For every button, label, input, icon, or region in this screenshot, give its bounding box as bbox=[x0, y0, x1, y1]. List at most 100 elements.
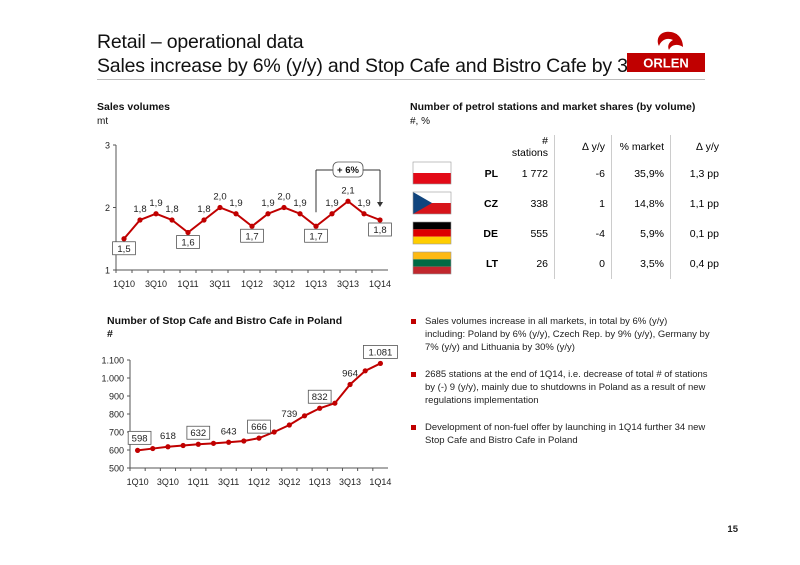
lithuania-flag-icon bbox=[412, 251, 452, 274]
sales-chart-unit: mt bbox=[97, 116, 109, 127]
data-label-box bbox=[307, 389, 332, 404]
x-tick-label: 3Q13 bbox=[337, 279, 359, 289]
market-share-cell: 35,9% bbox=[611, 159, 671, 189]
market-delta-cell: 1,3 pp bbox=[689, 168, 719, 180]
table-row: DE 555 -4 5,9% 0,1 pp bbox=[412, 219, 723, 249]
header-stations: # stations bbox=[504, 135, 555, 159]
data-label: 666 bbox=[251, 422, 267, 433]
stations-delta-cell: 0 bbox=[554, 249, 612, 279]
data-label: 618 bbox=[160, 431, 176, 442]
data-label-box bbox=[176, 235, 200, 249]
y-tick-label: 500 bbox=[109, 464, 124, 474]
stations-table-title: Number of petrol stations and market sha… bbox=[410, 101, 696, 113]
data-point bbox=[332, 400, 338, 406]
title-divider bbox=[97, 79, 705, 80]
header-market: % market bbox=[611, 135, 671, 159]
x-tick-label: 3Q11 bbox=[218, 477, 239, 487]
y-tick-label: 900 bbox=[109, 392, 124, 402]
data-label: 1,5 bbox=[117, 244, 130, 255]
market-share-table: # stations ∆ y/y % market ∆ y/y PL 1 772-… bbox=[412, 135, 723, 279]
data-label: 964 bbox=[342, 368, 358, 379]
bullet-item: 2685 stations at the end of 1Q14, i.e. d… bbox=[410, 368, 710, 407]
data-label: 1,9 bbox=[149, 198, 162, 209]
x-tick-label: 1Q12 bbox=[248, 477, 270, 487]
data-point bbox=[377, 217, 383, 223]
table-header-row: # stations ∆ y/y % market ∆ y/y bbox=[412, 135, 723, 159]
data-point bbox=[121, 236, 127, 242]
data-point bbox=[377, 360, 384, 367]
data-point bbox=[317, 405, 323, 411]
market-delta-cell: 1,1 pp bbox=[689, 198, 719, 210]
data-point bbox=[137, 217, 143, 223]
sales-chart-title: Sales volumes bbox=[97, 101, 170, 113]
data-label-box bbox=[186, 425, 211, 440]
y-tick-label: 1.000 bbox=[101, 374, 124, 384]
data-label: 2,0 bbox=[277, 192, 290, 203]
x-tick-label: 1Q11 bbox=[188, 477, 209, 487]
data-label: 1,8 bbox=[373, 225, 386, 236]
country-cell: CZ bbox=[484, 198, 498, 210]
x-tick-label: 1Q10 bbox=[127, 477, 149, 487]
flag-cell bbox=[412, 159, 460, 189]
x-tick-label: 1Q11 bbox=[177, 279, 198, 289]
data-label: 1,9 bbox=[357, 198, 370, 209]
market-share-cell: 5,9% bbox=[611, 219, 671, 249]
stores-count-chart: 500 600 700 800 900 1.000 1.100 1Q10 3Q10 1Q11 3Q1… bbox=[101, 345, 398, 487]
data-label-box bbox=[127, 430, 152, 445]
data-label: 643 bbox=[221, 426, 237, 437]
data-label: 632 bbox=[190, 428, 206, 439]
table-row: LT 26 0 3,5% 0,4 pp bbox=[412, 249, 723, 279]
data-point bbox=[362, 368, 368, 374]
data-label-box bbox=[240, 228, 264, 243]
data-point bbox=[185, 229, 191, 236]
table-row: PL 1 772 -6 35,9% 1,3 pp bbox=[412, 159, 723, 189]
x-tick-label: 3Q12 bbox=[278, 477, 300, 487]
page-title: Retail – operational data Sales increase… bbox=[97, 30, 639, 78]
market-share-cell: 14,8% bbox=[611, 189, 671, 219]
logo-text: ORLEN bbox=[643, 56, 689, 71]
stations-delta-cell: 1 bbox=[554, 189, 612, 219]
market-delta-cell: 0,4 pp bbox=[689, 258, 719, 270]
page-number: 15 bbox=[727, 524, 738, 535]
data-point bbox=[241, 438, 247, 444]
title-line-1: Retail – operational data bbox=[97, 31, 304, 53]
data-point bbox=[361, 211, 367, 217]
data-label: 1.081 bbox=[369, 347, 393, 358]
germany-flag-icon bbox=[412, 221, 452, 244]
data-label: 1,7 bbox=[245, 231, 258, 242]
data-point bbox=[345, 198, 351, 204]
header-market-delta: ∆ y/y bbox=[696, 141, 719, 153]
x-tick-label: 3Q10 bbox=[157, 477, 179, 487]
country-cell: PL bbox=[484, 168, 498, 180]
data-label: 1,7 bbox=[309, 231, 322, 242]
data-label: 832 bbox=[312, 392, 328, 403]
data-point bbox=[134, 447, 141, 453]
data-point bbox=[271, 429, 277, 435]
bullet-list: Sales volumes increase in all markets, i… bbox=[410, 315, 710, 461]
data-label-box bbox=[247, 419, 271, 434]
market-share-cell: 3,5% bbox=[611, 249, 671, 279]
data-point bbox=[201, 217, 207, 223]
x-tick-label: 1Q10 bbox=[113, 279, 135, 289]
market-delta-cell: 0,1 pp bbox=[689, 228, 719, 240]
flag-cell bbox=[412, 249, 460, 279]
bullet-item: Sales volumes increase in all markets, i… bbox=[410, 315, 710, 354]
data-point bbox=[169, 217, 175, 223]
callout-box bbox=[332, 161, 364, 178]
data-point bbox=[165, 444, 171, 450]
flag-cell bbox=[412, 189, 460, 219]
title-line-2: Sales increase by 6% (y/y) and Stop Cafe… bbox=[97, 55, 639, 77]
data-point bbox=[180, 442, 186, 449]
flag-cell bbox=[412, 219, 460, 249]
x-tick-label: 3Q13 bbox=[339, 477, 361, 487]
y-tick-label: 1 bbox=[105, 266, 110, 276]
x-tick-label: 1Q14 bbox=[369, 279, 391, 289]
stores-chart-unit: # bbox=[107, 328, 113, 340]
sales-volume-chart: 1 2 3 1Q10 3Q10 1Q11 3Q11 1Q12 3Q12 1Q13 3Q13 1Q14 1… bbox=[105, 141, 392, 289]
data-label: 1,8 bbox=[197, 204, 210, 215]
x-tick-label: 1Q12 bbox=[241, 279, 263, 289]
data-label: 1,8 bbox=[165, 204, 178, 215]
stations-cell: 1 772 bbox=[504, 159, 555, 189]
header-stations-delta: ∆ y/y bbox=[554, 135, 612, 159]
table-row: CZ 338 1 14,8% 1,1 pp bbox=[412, 189, 723, 219]
